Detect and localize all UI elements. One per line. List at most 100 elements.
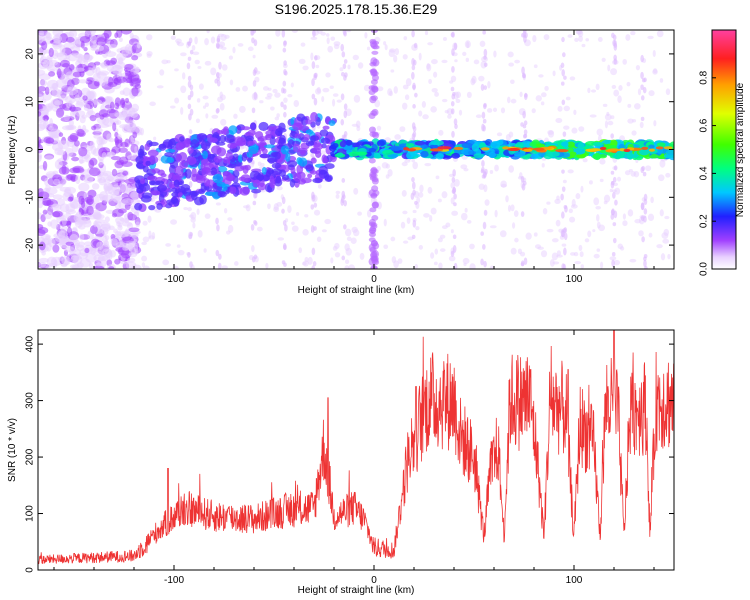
heatmap-cell [451,152,461,159]
heatmap-cell [74,94,80,103]
heatmap-cell [556,195,560,201]
heatmap-cell [159,69,165,76]
heatmap-cell [613,259,621,266]
heatmap-cell [402,240,409,244]
heatmap-cell [514,59,520,64]
heatmap-cell [206,30,210,34]
heatmap-cell [330,36,336,41]
heatmap-cell [622,213,626,220]
heatmap-cell [451,31,455,38]
heatmap-cell [270,106,275,111]
heatmap-cell [390,69,395,73]
heatmap-cell [133,211,140,216]
heatmap-cell [212,131,220,139]
snr-y-tick-label: 100 [25,505,36,522]
heatmap-cell [118,37,123,43]
heatmap-cell [641,165,646,172]
heatmap-cell [508,62,514,67]
heatmap-cell [148,205,156,211]
heatmap-cell [278,122,286,131]
heatmap-cell [267,203,271,210]
heatmap-cell [340,119,345,126]
heatmap-cell [649,154,659,159]
heatmap-cell [346,236,352,242]
heatmap-cell [431,58,438,65]
heatmap-cell [341,51,346,58]
heatmap-cell [58,166,70,175]
heatmap-cell [370,110,378,116]
heatmap-cell [233,113,238,119]
heatmap-cell [411,58,415,66]
heatmap-cell [284,224,288,232]
heatmap-cell [315,64,320,69]
heatmap-cell [67,134,79,143]
heatmap-cell [647,35,654,40]
heatmap-cell [216,224,220,232]
heatmap-cell [217,262,222,269]
heatmap-cell [175,38,182,44]
heatmap-cell [220,128,230,136]
heatmap-cell [131,186,136,192]
heatmap-cell [562,263,567,269]
heatmap-cell [453,42,458,50]
heatmap-cell [427,186,433,194]
heatmap-cell [466,220,472,224]
heatmap-cell [276,186,283,191]
heatmap-cell [79,233,85,241]
heatmap-cell [454,179,460,187]
heatmap-cell [510,204,515,212]
heatmap-cell [48,47,54,58]
heatmap-cell [560,193,564,201]
heatmap-cell [310,157,317,164]
heatmap-cell [560,62,565,69]
heatmap-cell [311,93,316,100]
heatmap-cell [453,202,457,207]
figure-title: S196.2025.178.15.36.E29 [275,1,438,17]
heatmap-cell [480,258,484,266]
heatmap-cell [78,182,90,192]
heatmap-cell [114,61,126,70]
heatmap-cell [521,140,532,148]
heatmap-cell [462,257,470,265]
heatmap-cell [524,32,528,39]
heatmap-cell [311,78,315,87]
heatmap-cell [139,178,146,185]
snr-y-axis-label: SNR (10 * v/v) [7,418,18,482]
heatmap-cell [177,249,185,256]
heatmap-cell [656,244,663,249]
heatmap-cell [567,147,574,154]
heatmap-cell [66,86,79,96]
heatmap-cell [662,238,670,244]
heatmap-cell [609,256,617,261]
heatmap-cell [402,102,408,110]
heatmap-cell [228,125,238,135]
heatmap-cell [453,146,464,151]
heatmap-cell [42,91,52,101]
heatmap-cell [533,64,538,69]
heatmap-cell [38,116,45,123]
heatmap-cell [191,167,197,178]
heatmap-cell [363,84,371,92]
heatmap-cell [174,97,180,104]
heatmap-cell [68,99,73,107]
heatmap-cell [520,211,525,218]
heatmap-cell [83,103,91,112]
heatmap-cell [542,208,548,215]
heatmap-cell [401,161,408,167]
heatmap-cell [313,73,317,79]
heatmap-cell [298,58,306,64]
heatmap-cell [435,175,440,180]
heatmap-cell [400,221,406,229]
heatmap-cell [229,79,234,86]
heatmap-cell [314,55,318,61]
heatmap-cell [142,236,150,243]
snr-x-tick-label: 0 [371,575,377,586]
heatmap-cell [344,265,350,269]
spectrogram-y-tick-label: -10 [25,190,36,205]
heatmap-cell [42,209,48,215]
heatmap-cell [450,100,455,107]
heatmap-cell [126,154,137,160]
heatmap-cell [369,40,377,48]
heatmap-cell [564,205,568,213]
